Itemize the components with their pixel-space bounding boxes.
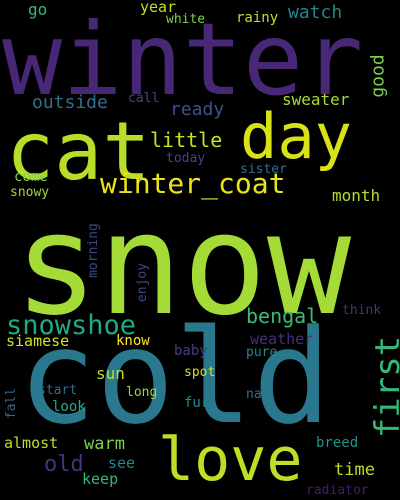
word-pure: pure [246,345,278,360]
word-think: think [342,303,382,318]
word-come: come [14,169,48,185]
word-outside: outside [32,92,108,113]
word-sun: sun [96,364,125,383]
word-spot: spot [184,365,216,380]
word-time: time [334,460,375,480]
word-start: start [38,383,78,398]
word-cat: cat [6,105,151,198]
word-month: month [332,186,381,205]
word-breed: breed [316,435,359,451]
word-siamese: siamese [6,332,70,350]
word-snow: snow [14,184,352,347]
word-love: love [158,425,303,495]
word-weather: weather [250,330,314,348]
word-old: old [44,452,84,477]
word-keep: keep [82,470,119,488]
word-cold: cold [18,301,332,453]
word-first: first [368,335,400,439]
word-sweater: sweater [282,90,350,109]
word-white: white [166,12,206,27]
word-today: today [166,151,206,166]
word-good: good [367,54,389,98]
word-call: call [128,91,160,106]
word-snowshoe: snowshoe [6,310,137,341]
word-almost: almost [4,434,59,452]
word-bengal: bengal [246,304,319,328]
word-ready: ready [170,99,225,120]
word-baby: baby [174,343,208,359]
word-year: year [140,0,177,16]
word-warm: warm [84,434,125,454]
word-long: long [126,385,158,400]
word-fur: fur [184,395,210,411]
word-day: day [240,100,352,173]
word-winter: winter [2,1,364,118]
word-sister: sister [240,162,287,177]
word-see: see [108,454,136,472]
word-know: know [116,333,150,349]
word-enjoy: enjoy [135,262,151,303]
word-look: look [52,399,86,415]
word-little: little [150,128,223,152]
word-rainy: rainy [236,10,279,26]
word-watch: watch [288,2,343,23]
word-fall: fall [4,387,20,420]
word-radiator: radiator [306,483,369,498]
word-snowy: snowy [10,185,50,200]
word-nap: nap [246,387,270,402]
word-morning: morning [85,223,101,278]
word-winter-coat: winter_coat [100,167,286,200]
word-go: go [28,0,48,19]
